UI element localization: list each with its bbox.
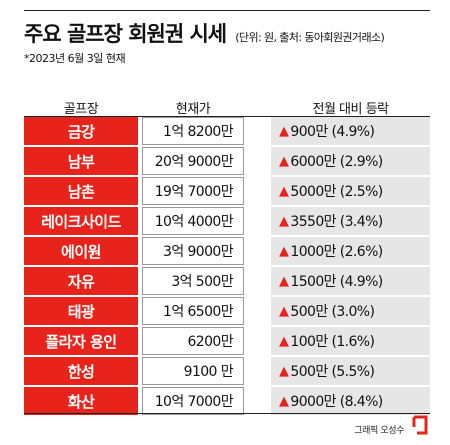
up-triangle-icon: ▲ bbox=[279, 153, 289, 169]
up-triangle-icon: ▲ bbox=[279, 363, 289, 379]
current-price: 20억 9000만 bbox=[142, 147, 244, 175]
current-price: 1억 6500만 bbox=[142, 297, 244, 325]
table-row: 자유 3억 500만 ▲ 1500만 (4.9%) bbox=[24, 267, 430, 295]
up-triangle-icon: ▲ bbox=[279, 273, 289, 289]
table-row: 태광 1억 6500만 ▲ 500만 (3.0%) bbox=[24, 297, 430, 325]
current-price: 6200만 bbox=[142, 327, 244, 355]
current-price: 10억 7000만 bbox=[142, 387, 244, 415]
monthly-change: ▲ 500만 (5.5%) bbox=[271, 357, 430, 385]
change-value: 500만 (3.0%) bbox=[290, 304, 375, 320]
golf-course-name: 플라자 용인 bbox=[24, 327, 138, 355]
monthly-change: ▲ 1500만 (4.9%) bbox=[271, 267, 430, 295]
change-value: 500만 (5.5%) bbox=[290, 364, 375, 380]
golf-course-name: 자유 bbox=[24, 267, 138, 295]
table-row: 금강 1억 8200만 ▲ 900만 (4.9%) bbox=[24, 117, 430, 145]
publisher-logo-icon bbox=[412, 415, 428, 435]
golf-course-name: 남부 bbox=[24, 147, 138, 175]
change-value: 900만 (4.9%) bbox=[290, 124, 375, 140]
monthly-change: ▲ 100만 (1.6%) bbox=[271, 327, 430, 355]
monthly-change: ▲ 500만 (3.0%) bbox=[271, 297, 430, 325]
header-rule bbox=[24, 116, 430, 117]
table-row: 한성 9100 만 ▲ 500만 (5.5%) bbox=[24, 357, 430, 385]
up-triangle-icon: ▲ bbox=[279, 243, 289, 259]
chart-title: 주요 골프장 회원권 시세 bbox=[24, 22, 227, 46]
top-rule bbox=[24, 10, 430, 11]
monthly-change: ▲ 3550만 (3.4%) bbox=[271, 207, 430, 235]
up-triangle-icon: ▲ bbox=[279, 303, 289, 319]
up-triangle-icon: ▲ bbox=[279, 213, 289, 229]
golf-course-name: 화산 bbox=[24, 387, 138, 415]
current-price: 1억 8200만 bbox=[142, 117, 244, 145]
monthly-change: ▲ 9000만 (8.4%) bbox=[271, 387, 430, 415]
golf-course-name: 에이원 bbox=[24, 237, 138, 265]
current-price: 10억 4000만 bbox=[142, 207, 244, 235]
up-triangle-icon: ▲ bbox=[279, 393, 289, 409]
up-triangle-icon: ▲ bbox=[279, 123, 289, 139]
title-row: 주요 골프장 회원권 시세 (단위: 원, 출처: 동아회원권거래소) bbox=[24, 18, 385, 48]
bottom-rule bbox=[24, 413, 430, 414]
table-row: 에이원 3억 9000만 ▲ 1000만 (2.6%) bbox=[24, 237, 430, 265]
graphic-credit: 그래픽 오성수 bbox=[354, 426, 404, 436]
current-price: 3억 500만 bbox=[142, 267, 244, 295]
change-value: 100만 (1.6%) bbox=[290, 334, 375, 350]
source-note: (단위: 원, 출처: 동아회원권거래소) bbox=[235, 31, 385, 44]
header-price: 현재가 bbox=[175, 102, 211, 117]
golf-course-name: 남촌 bbox=[24, 177, 138, 205]
table-row: 화산 10억 7000만 ▲ 9000만 (8.4%) bbox=[24, 387, 430, 415]
golf-course-name: 한성 bbox=[24, 357, 138, 385]
change-value: 3550만 (3.4%) bbox=[290, 214, 383, 230]
header-name: 골프장 bbox=[63, 102, 99, 117]
up-triangle-icon: ▲ bbox=[279, 183, 289, 199]
table-row: 레이크사이드 10억 4000만 ▲ 3550만 (3.4%) bbox=[24, 207, 430, 235]
monthly-change: ▲ 6000만 (2.9%) bbox=[271, 147, 430, 175]
change-value: 5000만 (2.5%) bbox=[290, 184, 383, 200]
date-note: *2023년 6월 3일 현재 bbox=[24, 52, 126, 65]
current-price: 19억 7000만 bbox=[142, 177, 244, 205]
current-price: 3억 9000만 bbox=[142, 237, 244, 265]
change-value: 9000만 (8.4%) bbox=[290, 394, 383, 410]
table-body: 금강 1억 8200만 ▲ 900만 (4.9%) 남부 20억 9000만 ▲ 6000만 … bbox=[24, 117, 430, 417]
monthly-change: ▲ 900만 (4.9%) bbox=[271, 117, 430, 145]
table-row: 남부 20억 9000만 ▲ 6000만 (2.9%) bbox=[24, 147, 430, 175]
change-value: 6000만 (2.9%) bbox=[290, 154, 383, 170]
golf-course-name: 태광 bbox=[24, 297, 138, 325]
table-row: 플라자 용인 6200만 ▲ 100만 (1.6%) bbox=[24, 327, 430, 355]
golf-course-name: 금강 bbox=[24, 117, 138, 145]
monthly-change: ▲ 1000만 (2.6%) bbox=[271, 237, 430, 265]
current-price: 9100 만 bbox=[142, 357, 244, 385]
golf-course-name: 레이크사이드 bbox=[24, 207, 138, 235]
change-value: 1000만 (2.6%) bbox=[290, 244, 383, 260]
change-value: 1500만 (4.9%) bbox=[290, 274, 383, 290]
up-triangle-icon: ▲ bbox=[279, 333, 289, 349]
table-row: 남촌 19억 7000만 ▲ 5000만 (2.5%) bbox=[24, 177, 430, 205]
header-change: 전월 대비 등락 bbox=[312, 102, 389, 117]
monthly-change: ▲ 5000만 (2.5%) bbox=[271, 177, 430, 205]
